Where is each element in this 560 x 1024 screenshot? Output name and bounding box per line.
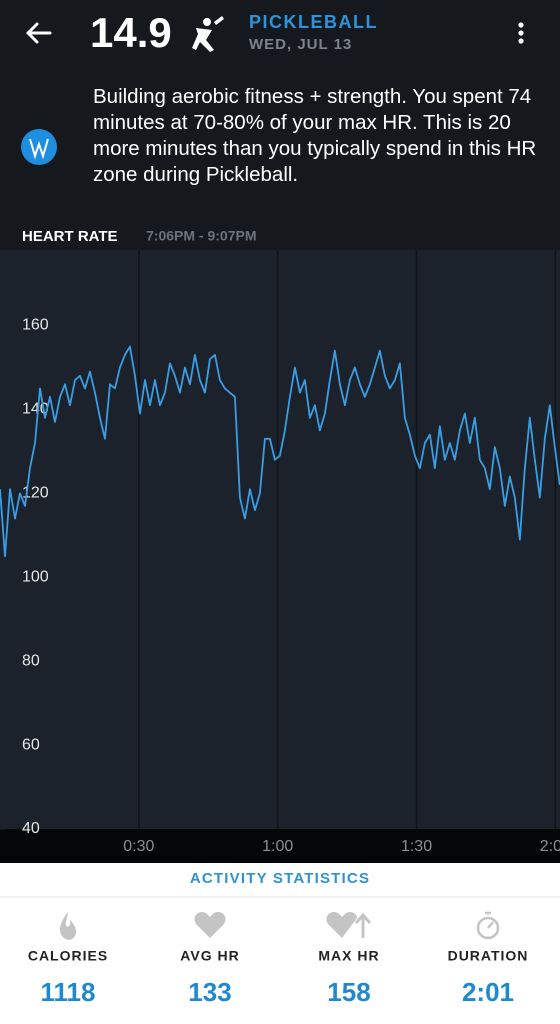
stat-value: 133 (188, 977, 231, 1007)
duration-icon (476, 911, 500, 940)
y-tick-label: 120 (22, 485, 49, 502)
activity-value: 14.9 (90, 9, 172, 56)
y-tick-label: 80 (22, 652, 40, 669)
stats-title: ACTIVITY STATISTICS (190, 870, 370, 887)
plot-bg (0, 250, 560, 829)
calories-icon (60, 912, 77, 940)
y-tick-label: 60 (22, 736, 40, 753)
x-tick-label: 0:30 (123, 838, 154, 855)
hr-line (0, 345, 560, 558)
insight-text: Building aerobic fitness + strength. You… (93, 85, 537, 186)
y-tick-label: 40 (22, 820, 40, 837)
back-button[interactable] (26, 22, 52, 44)
max-hr-icon (326, 912, 357, 938)
x-tick-label: 1:00 (262, 838, 293, 855)
stat-value: 158 (327, 977, 370, 1007)
avg-hr-icon (194, 912, 226, 938)
stat-value: 1118 (41, 977, 96, 1007)
y-tick-label: 100 (22, 568, 49, 585)
activity-name: PICKLEBALL (249, 12, 378, 32)
x-axis-band (0, 829, 560, 863)
coach-logo-mark (29, 138, 49, 160)
stat-label: AVG HR (180, 948, 239, 964)
chart-subtitle: 7:06PM - 9:07PM (146, 228, 256, 244)
activity-date: WED, JUL 13 (249, 36, 352, 53)
activity-icon (192, 16, 224, 52)
max-hr-arrow (354, 912, 372, 938)
chart-title: HEART RATE (22, 228, 118, 245)
stat-label: CALORIES (28, 948, 108, 964)
x-tick-label: 2:00 (540, 838, 560, 855)
stat-value: 2:01 (462, 977, 514, 1007)
x-tick-label: 1:30 (401, 838, 432, 855)
stat-label: MAX HR (318, 948, 379, 964)
y-tick-label: 160 (22, 317, 49, 334)
menu-button[interactable] (518, 22, 524, 44)
stat-label: DURATION (448, 948, 529, 964)
